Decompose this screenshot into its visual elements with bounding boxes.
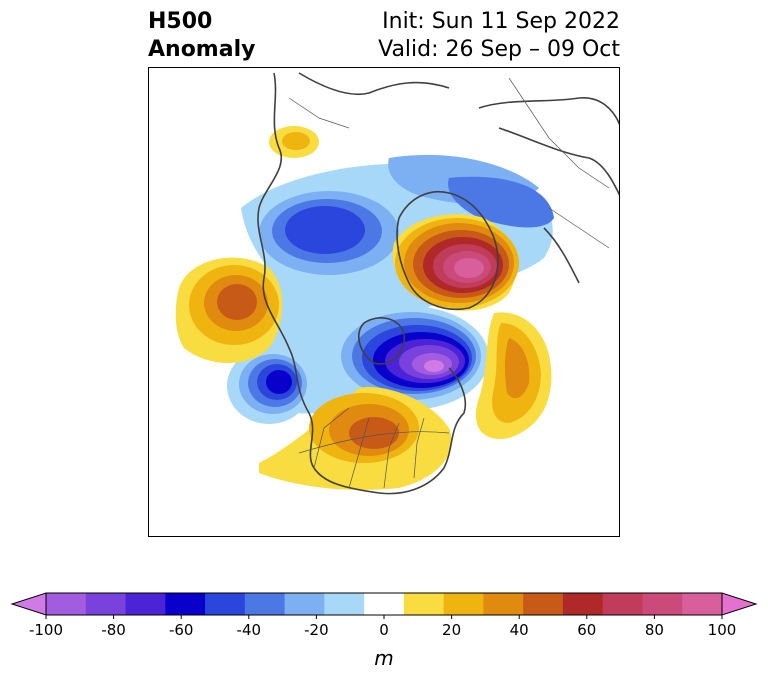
colorbar-unit-label: m	[374, 646, 394, 670]
anomaly-map	[148, 67, 620, 537]
colorbar-segment	[46, 593, 87, 615]
positive-anomaly-north-pacific	[175, 257, 283, 363]
colorbar-segment	[244, 593, 286, 615]
colorbar-segment	[562, 593, 604, 615]
negative-anomaly-hudson	[329, 306, 489, 410]
title-field-type: Anomaly	[148, 37, 256, 62]
colorbar-extend-low	[10, 592, 47, 616]
title-right: Init: Sun 11 Sep 2022 Valid: 26 Sep – 09…	[378, 8, 620, 64]
colorbar-segment	[443, 593, 484, 615]
positive-anomaly-north-atlantic	[475, 312, 552, 439]
colorbar-tick-label: 20	[442, 621, 461, 639]
colorbar-tick-label: 100	[708, 621, 737, 639]
positive-anomaly-greenland	[392, 214, 519, 311]
colorbar-segment	[682, 593, 723, 615]
colorbar-tick-label: -80	[101, 621, 126, 639]
colorbar: -100 -80 -60 -40 -20 0 20 40 60 80 100	[10, 592, 758, 639]
colorbar-segment	[364, 593, 405, 615]
colorbar-tick-label: -20	[304, 621, 329, 639]
colorbar-segment	[324, 593, 365, 615]
colorbar-tick-label: -100	[29, 621, 63, 639]
init-date-label: Init: Sun 11 Sep 2022	[382, 9, 620, 34]
political-borders	[288, 77, 610, 489]
colorbar-segment	[205, 593, 246, 615]
map-canvas	[175, 72, 619, 495]
valid-period-label: Valid: 26 Sep – 09 Oct	[378, 37, 620, 62]
negative-anomaly-canada	[259, 191, 399, 275]
colorbar-tick-label: 40	[510, 621, 529, 639]
negative-anomaly-siberia	[448, 176, 554, 228]
colorbar-segment	[642, 593, 683, 615]
colorbar-tick-label: 60	[577, 621, 596, 639]
colorbar-segment	[523, 593, 564, 615]
colorbar-segment	[165, 593, 206, 615]
colorbar-segment	[284, 593, 325, 615]
coastlines	[257, 72, 619, 495]
colorbar-segment	[403, 593, 445, 615]
colorbar-segment	[483, 593, 524, 615]
negative-anomaly-gulf-of-alaska	[227, 348, 311, 424]
title-field-name: H500	[148, 9, 213, 34]
colorbar-extend-high	[721, 592, 758, 616]
colorbar-tick-label: -40	[237, 621, 262, 639]
positive-anomaly-northwest	[269, 126, 319, 158]
colorbar-segment	[125, 593, 166, 615]
colorbar-segment	[602, 593, 643, 615]
colorbar-tick-label: -60	[169, 621, 194, 639]
colorbar-tick-label: 80	[645, 621, 664, 639]
colorbar-tick-label: 0	[379, 621, 389, 639]
title-left: H500 Anomaly	[148, 8, 255, 64]
colorbar-segment	[85, 593, 127, 615]
